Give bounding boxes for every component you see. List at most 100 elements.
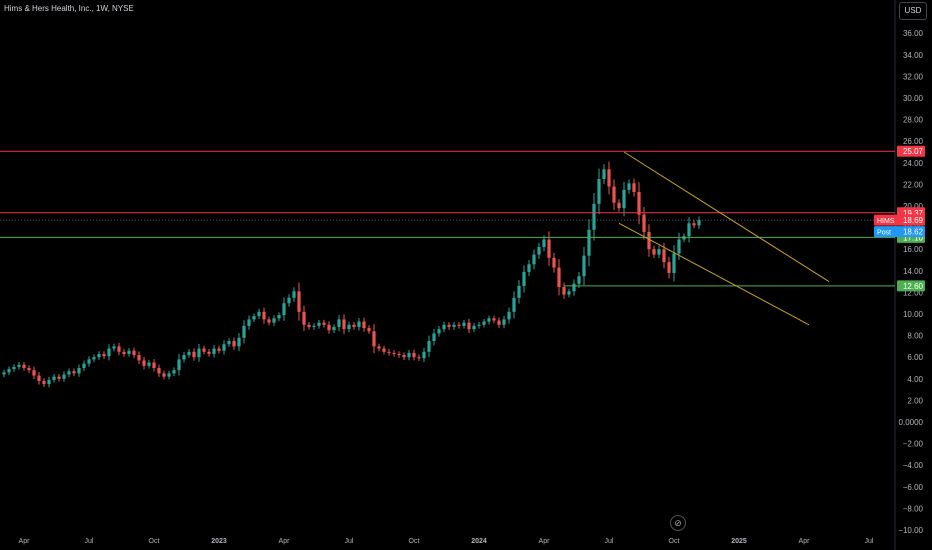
candle-body [572, 283, 576, 292]
candle-body [677, 239, 681, 254]
y-tick-label: 0.0000 [899, 418, 924, 427]
candle-body [362, 321, 366, 329]
x-tick-label: Jul [605, 538, 614, 545]
candle-body [687, 223, 691, 237]
candle-body [617, 202, 621, 209]
candle-body [57, 376, 61, 379]
candle-body [537, 247, 541, 255]
candle-body [472, 325, 476, 330]
candle-body [657, 249, 661, 255]
candle-body [157, 368, 161, 374]
candle-body [152, 362, 156, 368]
x-tick-label: Jul [345, 538, 354, 545]
candle-body [512, 297, 516, 312]
candle-body [197, 348, 201, 358]
candle-body [337, 319, 341, 327]
candle-body [162, 373, 166, 377]
candle-body [237, 337, 241, 347]
candle-body [117, 346, 121, 352]
candle-body [387, 351, 391, 353]
candle-body [87, 359, 91, 364]
goto-realtime-icon[interactable]: ⊘ [670, 515, 686, 531]
candle-body [202, 348, 206, 352]
candle-body [637, 191, 641, 215]
currency-button[interactable]: USD [899, 2, 927, 20]
candle-body [382, 348, 386, 352]
candle-body [652, 249, 656, 255]
candle-body [522, 271, 526, 286]
post-price-tag [874, 226, 925, 238]
y-tick-label: 6.00 [907, 353, 923, 362]
candle-body [607, 169, 611, 187]
candle-body [222, 344, 226, 351]
candle-body [207, 351, 211, 354]
candle-body [352, 324, 356, 327]
candle-body [377, 346, 381, 349]
post-price-name: Post [877, 230, 891, 237]
y-tick-label: 14.00 [903, 267, 924, 276]
candle-body [92, 357, 96, 360]
candle-body [427, 341, 431, 352]
candle-body [502, 319, 506, 325]
y-tick-label: −2.00 [903, 440, 924, 449]
candle-body [667, 262, 671, 273]
candle-body [342, 319, 346, 330]
candle-body [582, 255, 586, 277]
level-price-label: 12.60 [903, 282, 924, 291]
candle-body [647, 231, 651, 250]
candle-body [597, 179, 601, 204]
candle-body [62, 374, 66, 379]
candle-body [142, 360, 146, 366]
candle-body [292, 291, 296, 298]
candle-body [457, 324, 461, 326]
x-tick-label: Apr [19, 538, 31, 545]
candle-body [72, 371, 76, 374]
candle-body [97, 353, 101, 358]
candle-body [47, 379, 51, 385]
candle-body [2, 372, 6, 375]
candle-body [577, 276, 581, 284]
candle-body [487, 318, 491, 322]
candle-body [432, 333, 436, 341]
last-price-tag [874, 214, 925, 226]
channel-upper-line[interactable] [623, 151, 830, 283]
candle-body [417, 357, 421, 359]
candle-body [312, 325, 316, 327]
candle-body [547, 239, 551, 258]
x-tick-label: Apr [279, 538, 291, 545]
level-price-label: 17.10 [903, 233, 924, 242]
candle-body [592, 203, 596, 230]
candle-body [482, 321, 486, 325]
candle-body [587, 229, 591, 256]
candle-body [227, 341, 231, 345]
candle-body [122, 351, 126, 354]
candle-body [562, 287, 566, 295]
y-tick-label: 22.00 [903, 180, 924, 189]
candle-body [507, 311, 511, 320]
candle-body [632, 183, 636, 192]
post-price-label: 18.62 [903, 228, 924, 237]
candle-body [177, 359, 181, 371]
candle-body [307, 324, 311, 327]
level-price-label: 25.07 [903, 147, 924, 156]
x-tick-label: Oct [149, 538, 160, 545]
y-tick-label: 30.00 [903, 94, 924, 103]
candle-body [422, 351, 426, 359]
last-price-symbol: HIMS [877, 218, 895, 225]
candle-body [407, 352, 411, 358]
candle-body [532, 254, 536, 265]
candle-body [52, 376, 56, 380]
candle-body [262, 311, 266, 320]
x-tick-label: Apr [539, 538, 551, 545]
candle-body [42, 380, 46, 385]
candle-body [82, 363, 86, 368]
y-tick-label: 12.00 [903, 288, 924, 297]
y-tick-label: −6.00 [903, 483, 924, 492]
candle-body [682, 236, 686, 240]
candle-body [67, 371, 71, 375]
channel-lower-line[interactable] [618, 222, 810, 326]
x-tick-label: 2024 [471, 538, 487, 545]
candle-body [247, 319, 251, 326]
candle-body [567, 291, 571, 295]
